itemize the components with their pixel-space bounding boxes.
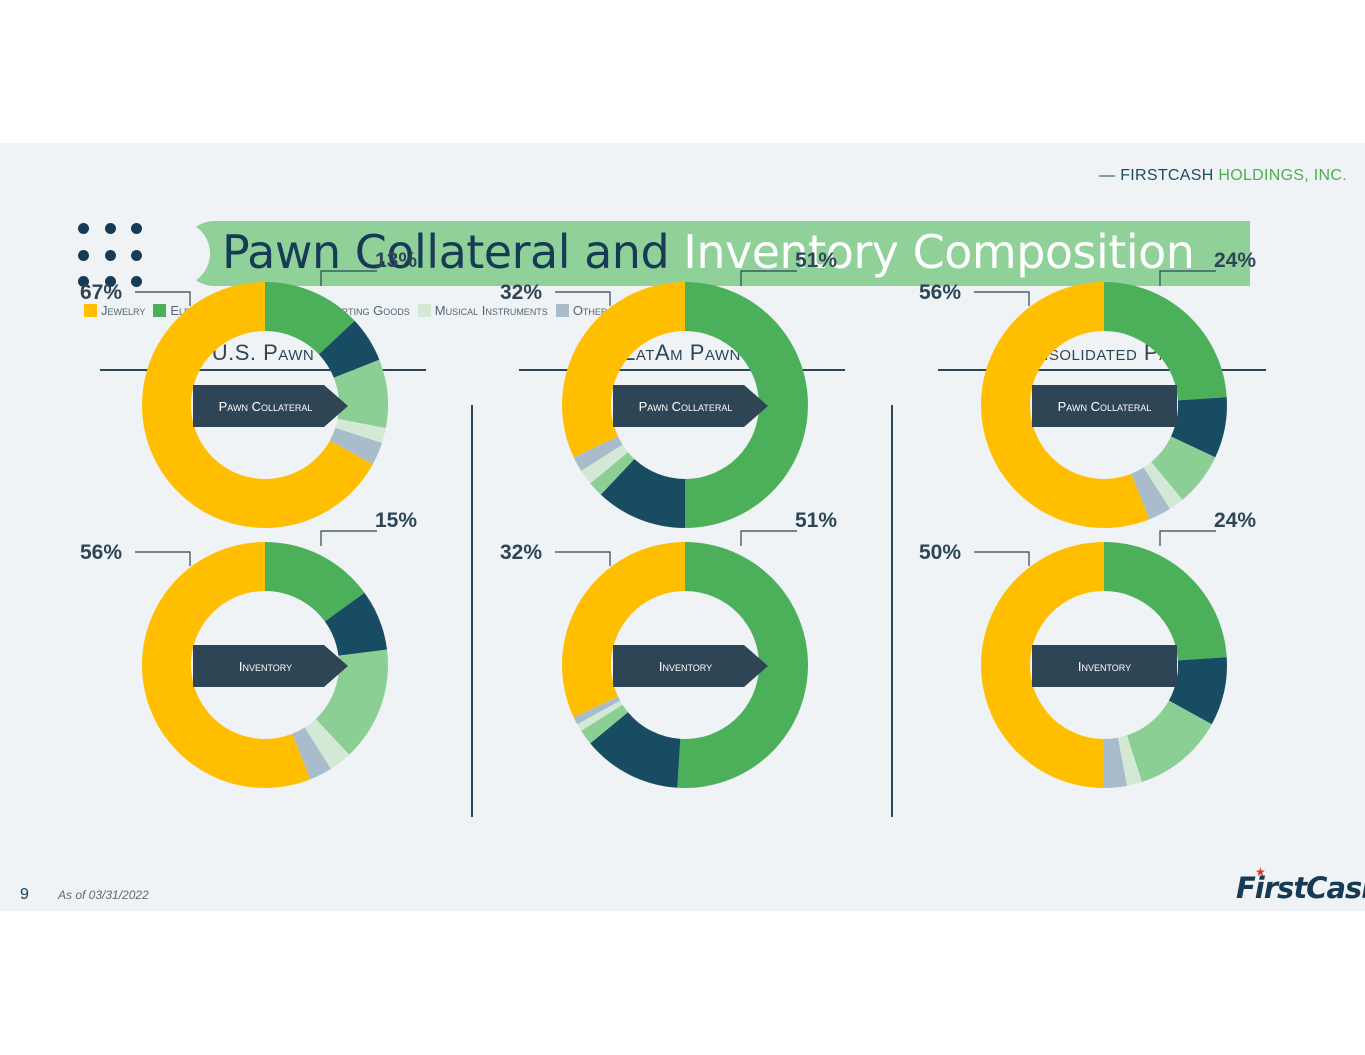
leader-line-jewelry: [135, 551, 191, 566]
legend-label: Musical Instruments: [434, 303, 548, 318]
divider-left: [471, 405, 473, 817]
label-jewelry: 32%: [500, 281, 542, 304]
center-tag: [613, 385, 768, 427]
donut-slice-sporting-goods: [590, 452, 635, 495]
donut-slice-other: [329, 427, 382, 465]
leader-line-jewelry: [555, 551, 611, 566]
center-tag-label: Pawn Collateral: [639, 399, 733, 414]
leader-line-jewelry: [555, 291, 611, 306]
donut-slice-tools: [1168, 657, 1228, 725]
leader-line-jewelry: [974, 291, 1030, 306]
label-jewelry: 50%: [919, 541, 961, 564]
label-electronics: 51%: [795, 509, 837, 532]
donut-slice-electronics: [265, 542, 365, 622]
donut-slice-other: [1104, 737, 1128, 788]
label-jewelry: 56%: [80, 541, 122, 564]
donut-slice-other: [573, 696, 621, 725]
leader-line-electronics: [1159, 270, 1216, 286]
donut-slice-sporting-goods: [1126, 700, 1212, 782]
donut-slice-sporting-goods: [581, 704, 628, 744]
donut-slice-musical-instruments: [304, 718, 350, 769]
leader-line-jewelry: [974, 551, 1030, 566]
label-jewelry: 67%: [80, 281, 122, 304]
donut-slice-other: [292, 727, 331, 780]
donut-slice-electronics: [685, 282, 808, 528]
donut-slice-jewelry: [562, 282, 685, 458]
page-number: 9: [20, 886, 29, 903]
center-tag-label: Inventory: [659, 659, 712, 674]
donut-slice-jewelry: [141, 282, 373, 528]
label-electronics: 15%: [375, 509, 417, 532]
section-rule-consolidated: [938, 369, 1266, 371]
donut-slice-sporting-goods: [315, 649, 389, 755]
title-banner: Pawn Collateral and Inventory Compositio…: [176, 221, 1250, 286]
donut-slice-tools: [318, 320, 380, 378]
donut-slice-musical-instruments: [577, 700, 623, 731]
donut-slice-electronics: [1104, 282, 1227, 401]
donut-charts: 13% 67% Pawn Collateral 15% 56% Inventory 51% 3…: [80, 249, 1256, 788]
leader-line-electronics: [1159, 530, 1216, 546]
donut-slice-musical-instruments: [1117, 735, 1143, 786]
donut-slice-tools: [324, 592, 388, 656]
label-jewelry: 56%: [919, 281, 961, 304]
donut-slice-tools: [1170, 397, 1227, 458]
legend-swatch: [417, 304, 431, 317]
section-title-us: U.S. Pawn: [211, 340, 315, 365]
center-tag: [613, 645, 768, 687]
label-electronics: 24%: [1214, 249, 1256, 272]
donut-slice-electronics: [265, 282, 355, 355]
page-title: Pawn Collateral and Inventory Compositio…: [222, 225, 1195, 279]
label-electronics: 13%: [375, 249, 417, 272]
donut-slice-jewelry: [981, 542, 1104, 788]
donut-slice-musical-instruments: [581, 444, 628, 484]
leader-line-electronics: [740, 270, 797, 286]
center-tag: [1032, 385, 1177, 427]
firstcash-logo: ★FirstCash®: [1236, 865, 1365, 905]
leader-line-jewelry: [135, 291, 191, 306]
donut-slice-jewelry: [980, 282, 1150, 528]
donut-slice-electronics: [1104, 542, 1227, 661]
label-jewelry: 32%: [500, 541, 542, 564]
as-of-date: As of 03/31/2022: [58, 888, 149, 902]
donut-slice-electronics: [677, 542, 809, 788]
divider-right: [891, 405, 893, 817]
donut-slice-tools: [600, 458, 685, 528]
center-tag: [193, 385, 348, 427]
center-tag-label: Pawn Collateral: [1058, 399, 1152, 414]
legend-label: Jewelry: [101, 303, 146, 318]
legend-label: Other: [572, 303, 608, 318]
donut-slice-other: [1131, 467, 1170, 520]
legend-swatch: [555, 304, 569, 317]
company-name: — FIRSTCASH HOLDINGS, INC.: [1099, 167, 1347, 184]
donut-slice-jewelry: [562, 542, 685, 718]
label-electronics: 51%: [795, 249, 837, 272]
donut-slice-sporting-goods: [333, 359, 388, 429]
slide: — FIRSTCASH HOLDINGS, INC. Pawn Collater…: [0, 143, 1365, 911]
label-electronics: 24%: [1214, 509, 1256, 532]
donut-slice-tools: [590, 712, 681, 788]
leader-line-electronics: [320, 270, 377, 286]
legend-swatch: [153, 304, 167, 317]
legend-item-musical-instruments: Musical Instruments: [417, 303, 548, 318]
section-rule-latam: [519, 369, 845, 371]
donut-slice-musical-instruments: [335, 418, 386, 444]
section-rule-us: [100, 369, 426, 371]
center-tag-label: Inventory: [239, 659, 292, 674]
donut-slice-sporting-goods: [1151, 436, 1216, 500]
decorative-dots-icon: [78, 223, 148, 289]
center-tag-label: Inventory: [1078, 659, 1131, 674]
legend-item-other: Other: [555, 303, 608, 318]
center-tag-label: Pawn Collateral: [219, 399, 313, 414]
center-tag: [1032, 645, 1177, 687]
donut-slice-jewelry: [141, 542, 311, 788]
donut-slice-musical-instruments: [1143, 462, 1183, 509]
donut-slice-other: [573, 436, 623, 471]
legend-item-jewelry: Jewelry: [84, 303, 145, 318]
leader-line-electronics: [320, 530, 377, 546]
legend-swatch: [84, 304, 97, 317]
center-tag: [193, 645, 348, 687]
leader-line-electronics: [740, 530, 797, 546]
